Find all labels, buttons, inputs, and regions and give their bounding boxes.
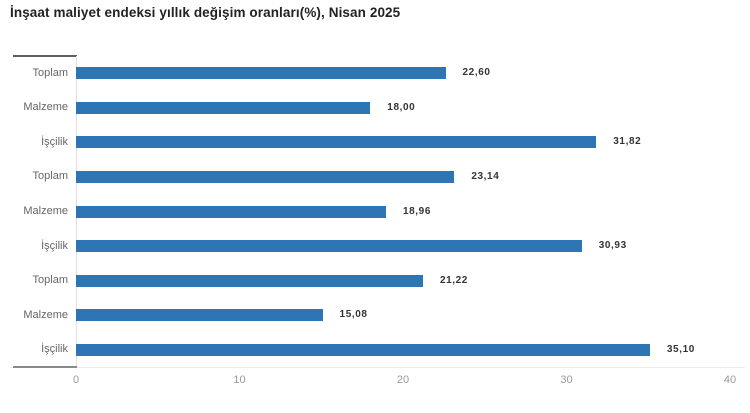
axis-cap-bottom	[13, 366, 77, 368]
value-label: 31,82	[613, 136, 642, 148]
bar	[76, 240, 582, 253]
bar	[76, 343, 650, 356]
value-label: 22,60	[462, 67, 491, 79]
bar	[76, 101, 371, 114]
category-label: İşçilik	[41, 135, 68, 148]
x-axis-tick-label: 0	[72, 374, 80, 386]
value-label: 18,00	[387, 101, 416, 113]
x-axis-tick-label: 10	[233, 374, 246, 386]
category-label: Malzeme	[23, 308, 68, 321]
chart-title: İnşaat maliyet endeksi yıllık değişim or…	[10, 5, 401, 20]
bar	[76, 170, 455, 183]
value-label: 15,08	[339, 309, 368, 321]
value-label: 21,22	[439, 274, 468, 286]
bar	[76, 205, 386, 218]
category-label: Toplam	[32, 66, 68, 79]
value-label: 30,93	[598, 240, 627, 252]
bar	[76, 136, 597, 149]
x-axis-tick-label: 20	[396, 374, 410, 386]
value-label: 23,14	[471, 170, 500, 182]
x-axis-tick-label: 40	[723, 374, 737, 386]
category-label: İşçilik	[41, 343, 68, 356]
category-label: Malzeme	[23, 205, 68, 217]
bar	[76, 309, 323, 322]
x-axis-tick-label: 30	[560, 374, 573, 386]
category-label: İşçilik	[41, 239, 68, 252]
x-axis-line	[10, 367, 745, 368]
bar	[76, 274, 423, 287]
category-label: Toplam	[32, 274, 68, 287]
category-label: Toplam	[32, 170, 68, 183]
value-label: 18,96	[402, 205, 432, 217]
axis-cap-top	[13, 55, 77, 57]
bar	[76, 67, 446, 80]
category-label: Malzeme	[23, 101, 68, 114]
value-label: 35,10	[666, 343, 695, 355]
